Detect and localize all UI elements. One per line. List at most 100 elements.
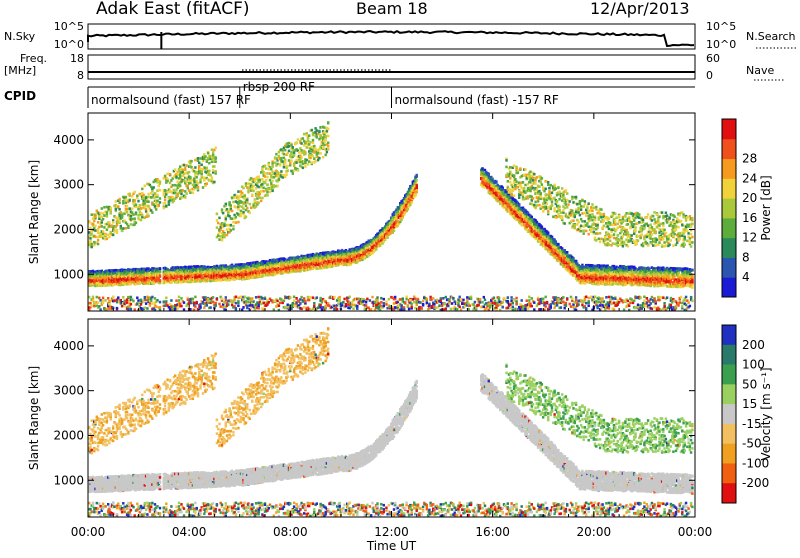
power-cell xyxy=(300,142,302,145)
power-cell xyxy=(235,302,237,305)
power-cell xyxy=(213,181,215,184)
power-cell xyxy=(282,149,284,152)
power-cell xyxy=(268,163,270,166)
power-cell xyxy=(178,299,180,302)
power-cell xyxy=(163,300,165,303)
power-cell xyxy=(271,180,273,183)
power-cell xyxy=(235,216,237,219)
power-cell xyxy=(242,306,244,309)
power-cell xyxy=(312,139,314,142)
power-cell xyxy=(326,151,328,154)
power-cell xyxy=(107,233,109,236)
power-cell xyxy=(282,160,284,163)
power-cell xyxy=(323,126,325,129)
power-cell xyxy=(259,179,261,182)
power-cell xyxy=(142,200,144,203)
cpid-segment-label: rbsp 200 RF xyxy=(243,80,315,94)
power-cell xyxy=(151,211,153,214)
power-cell xyxy=(318,157,320,160)
power-cell xyxy=(116,229,118,232)
power-cell xyxy=(192,191,194,194)
power-cell xyxy=(89,240,91,243)
power-cell xyxy=(271,190,273,193)
power-cell xyxy=(99,233,101,236)
power-cell xyxy=(278,178,280,181)
power-cell xyxy=(125,201,127,204)
power-cell xyxy=(217,235,219,238)
power-cell xyxy=(134,199,136,202)
power-cell xyxy=(225,217,227,220)
power-cell xyxy=(264,175,266,178)
power-cell xyxy=(172,184,174,187)
power-cell xyxy=(196,176,198,179)
power-cell xyxy=(227,224,229,227)
power-cell xyxy=(230,204,232,207)
power-cell xyxy=(159,270,161,273)
power-cell xyxy=(103,226,105,229)
power-cell xyxy=(165,297,167,300)
power-cell xyxy=(215,160,217,163)
power-cell xyxy=(290,159,292,162)
power-cell xyxy=(184,168,186,171)
power-cell xyxy=(322,306,324,309)
power-cell xyxy=(180,266,182,269)
power-cell xyxy=(141,214,143,217)
power-cell xyxy=(279,302,281,305)
nsky-frame xyxy=(88,24,695,49)
power-cell xyxy=(239,196,241,199)
power-cell xyxy=(226,228,228,231)
power-cell xyxy=(311,129,313,132)
power-cell xyxy=(287,169,289,172)
beam-title: Beam 18 xyxy=(356,0,428,18)
power-cell xyxy=(303,133,305,136)
power-cell xyxy=(211,161,213,164)
power-cell xyxy=(107,297,109,300)
power-cell xyxy=(287,165,289,168)
power-cell xyxy=(322,147,324,150)
power-cell xyxy=(126,211,128,214)
power-cell xyxy=(293,299,295,302)
power-cell xyxy=(179,176,181,179)
power-cell xyxy=(199,306,201,309)
power-cell xyxy=(125,227,127,230)
power-cell xyxy=(106,215,108,218)
power-cell xyxy=(259,299,261,302)
power-cell xyxy=(252,190,254,193)
power-cell xyxy=(290,153,292,156)
power-cell xyxy=(263,302,265,305)
power-cell xyxy=(115,208,117,211)
power-cell xyxy=(145,282,147,285)
power-cell xyxy=(266,183,268,186)
nsearch-label: N.Search xyxy=(746,30,796,43)
power-cell xyxy=(235,206,237,209)
power-cell xyxy=(249,304,251,307)
power-cell xyxy=(293,154,295,157)
power-cell xyxy=(131,195,133,198)
power-cell xyxy=(316,136,318,139)
power-cell xyxy=(293,164,295,167)
power-cell xyxy=(298,151,300,154)
power-cell xyxy=(225,299,227,302)
power-cell xyxy=(314,147,316,150)
power-cell xyxy=(94,236,96,239)
power-cell xyxy=(169,182,171,185)
power-cell xyxy=(323,131,325,134)
power-cell xyxy=(237,304,239,307)
power-cell xyxy=(288,150,290,153)
power-cell xyxy=(154,205,156,208)
power-cell xyxy=(94,225,96,228)
power-cell xyxy=(159,197,161,200)
power-cell xyxy=(198,162,200,165)
power-cell xyxy=(129,208,131,211)
power-cell xyxy=(203,158,205,161)
power-cell xyxy=(309,296,311,299)
power-cell xyxy=(96,296,98,299)
power-cell xyxy=(276,175,278,178)
power-cell xyxy=(159,280,161,283)
power-cell xyxy=(259,193,261,196)
power-cell xyxy=(250,177,252,180)
power-cell xyxy=(308,160,310,163)
power-cell xyxy=(276,185,278,188)
power-cell xyxy=(244,197,246,200)
power-cell xyxy=(299,161,301,164)
